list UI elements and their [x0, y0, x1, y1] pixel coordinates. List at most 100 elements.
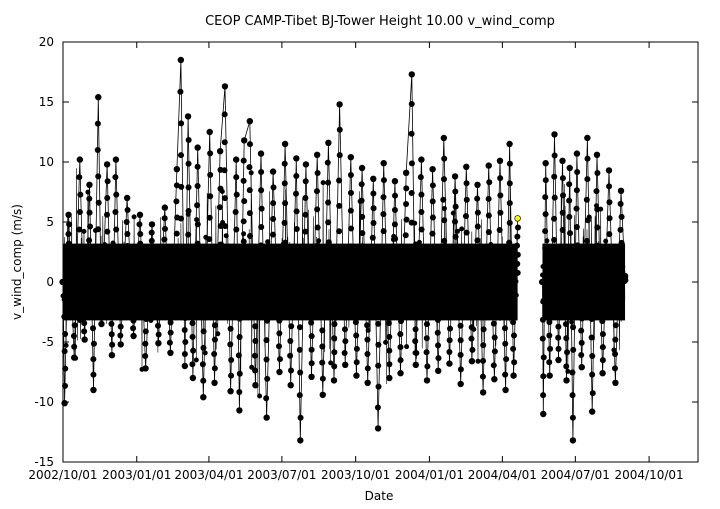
- series-point-stack: [446, 290, 453, 297]
- series-point-stack: [109, 310, 116, 317]
- series-point-stack: [497, 175, 504, 182]
- series-point-stack: [391, 250, 398, 257]
- series-point-stack: [207, 150, 214, 157]
- series-point-stack: [588, 316, 595, 323]
- series-point-stack: [308, 292, 315, 299]
- series-point: [293, 155, 300, 162]
- series-point-stack: [392, 192, 399, 199]
- series-point-stack: [589, 371, 596, 378]
- series-point-stack: [496, 227, 503, 234]
- series-point-stack: [506, 259, 513, 266]
- series-point-stack: [347, 172, 354, 179]
- series-point: [81, 336, 88, 343]
- series-point-stack: [98, 315, 105, 321]
- series-point: [506, 140, 513, 148]
- series-point-stack: [551, 257, 558, 264]
- series-point: [364, 379, 371, 386]
- series-point: [319, 391, 326, 398]
- series-point-stack: [506, 160, 513, 167]
- series-point-stack: [293, 243, 300, 250]
- series-point-stack: [599, 318, 606, 325]
- series-point-stack: [293, 208, 300, 215]
- series-point-stack: [257, 260, 264, 267]
- series-point-stack: [319, 359, 326, 366]
- series-point-stack: [302, 228, 309, 235]
- series-point-stack: [148, 262, 155, 269]
- series-point-stack: [510, 332, 517, 339]
- series-point-stack: [246, 141, 253, 148]
- series-point-stack: [474, 265, 481, 272]
- series-point-stack: [435, 342, 442, 349]
- series-point-stack: [551, 173, 558, 180]
- series-point-stack: [104, 211, 111, 218]
- series-point-stack: [124, 231, 131, 237]
- series-point-stack: [574, 168, 581, 175]
- series-point-stack: [418, 261, 425, 268]
- series-point-stack: [185, 208, 192, 215]
- series-point-stack: [287, 308, 294, 315]
- series-point-stack: [104, 262, 111, 269]
- series-point-stack: [167, 289, 174, 296]
- series-point-stack: [258, 205, 265, 212]
- series-point-stack: [287, 352, 294, 359]
- series-point-stack: [90, 340, 97, 347]
- series-point: [313, 151, 321, 158]
- series-point-stack: [216, 260, 223, 267]
- series-point-stack: [276, 343, 283, 350]
- series-point-stack: [251, 352, 258, 359]
- series-point-stack: [194, 183, 201, 189]
- series-point-stack: [194, 202, 201, 209]
- series-point-stack: [510, 305, 517, 312]
- series-point-stack: [178, 183, 185, 190]
- series-point: [246, 118, 254, 125]
- series-point-stack: [569, 414, 576, 421]
- series-point-stack: [490, 362, 497, 369]
- series-point-stack: [221, 167, 228, 174]
- series-point-stack: [308, 306, 315, 313]
- series-point-stack: [589, 353, 596, 360]
- series-point: [578, 364, 585, 371]
- series-point-stack: [270, 215, 277, 222]
- series-point: [342, 361, 349, 368]
- series-point-stack: [547, 345, 554, 352]
- series-point-stack: [424, 363, 431, 370]
- series-point-stack: [288, 367, 295, 374]
- series-point-stack: [104, 228, 111, 235]
- series-point: [269, 168, 277, 175]
- series-point-stack: [142, 291, 149, 298]
- series-point-stack: [142, 303, 149, 310]
- series-point-stack: [154, 305, 161, 312]
- series-point-stack: [308, 333, 315, 340]
- series-point-stack: [65, 250, 72, 257]
- series-point-stack: [137, 231, 144, 237]
- series-point-stack: [314, 242, 321, 249]
- series-point-stack: [65, 269, 72, 276]
- series-point-stack: [570, 324, 577, 331]
- series-point-stack: [200, 328, 207, 335]
- series-point-stack: [606, 183, 613, 190]
- series-point-stack: [232, 261, 239, 268]
- series-point-stack: [293, 190, 300, 197]
- series-point-stack: [282, 239, 289, 246]
- x-tick-label: 2003/10/01: [321, 468, 390, 482]
- series-point-stack: [539, 335, 546, 342]
- series-point-stack: [562, 321, 569, 328]
- series-point-stack: [397, 344, 404, 351]
- series-point: [380, 160, 387, 167]
- series-point-stack: [569, 392, 576, 399]
- series-point-stack: [423, 349, 430, 356]
- series-point-stack: [161, 257, 168, 264]
- series-point-stack: [485, 195, 492, 202]
- series-point-stack: [270, 263, 277, 270]
- series-point-stack: [98, 291, 105, 297]
- series-point-stack: [560, 192, 567, 199]
- series-point-stack: [95, 252, 102, 259]
- series-point-stack: [66, 259, 73, 266]
- series-point-stack: [364, 365, 371, 372]
- series-point: [496, 157, 504, 164]
- series-point-stack: [594, 169, 601, 176]
- series-point-stack: [217, 185, 224, 192]
- series-point-stack: [167, 329, 174, 336]
- series-point-stack: [386, 333, 393, 340]
